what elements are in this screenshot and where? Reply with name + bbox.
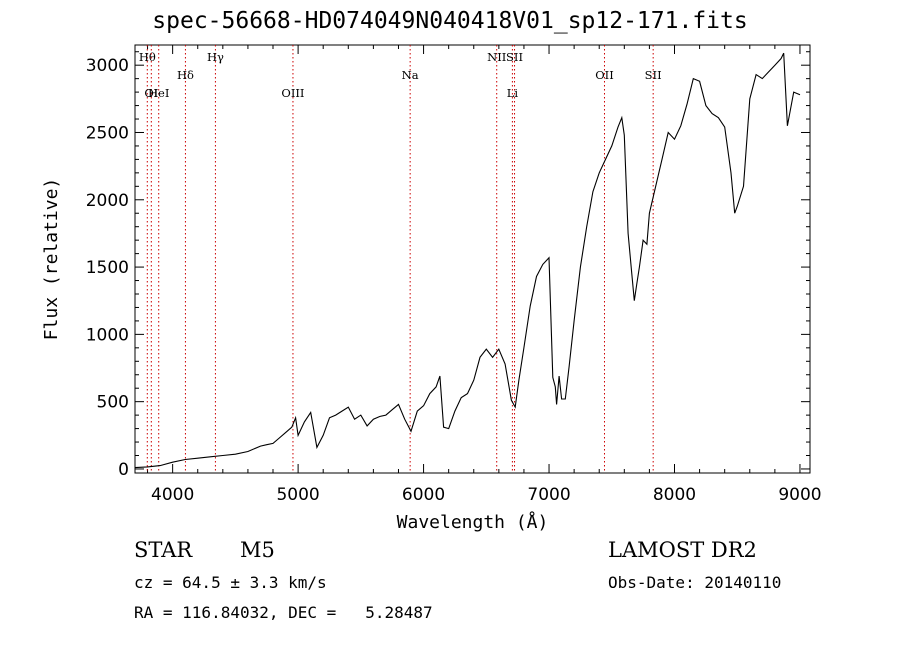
spectral-line-label: HeI xyxy=(148,86,169,100)
y-tick-label: 2500 xyxy=(86,123,129,143)
x-tick-label: 8000 xyxy=(653,485,696,505)
spectral-line-label: OII xyxy=(595,68,614,82)
chart-title: spec-56668-HD074049N040418V01_sp12-171.f… xyxy=(152,8,748,34)
spectral-line-label: Hγ xyxy=(207,50,224,64)
coords-label: RA = 116.84032, DEC = 5.28487 xyxy=(134,603,433,622)
spectral-line-label: OIII xyxy=(281,86,304,100)
spectral-line-label: Hθ xyxy=(139,50,156,64)
class-label: STAR xyxy=(134,538,193,562)
y-tick-label: 1000 xyxy=(86,325,129,345)
y-tick-label: 0 xyxy=(118,460,129,480)
spectral-line-label: Hδ xyxy=(177,68,194,82)
y-tick-label: 2000 xyxy=(86,191,129,211)
cz-label: cz = 64.5 ± 3.3 km/s xyxy=(134,573,327,592)
x-tick-label: 4000 xyxy=(151,485,194,505)
obs-date-label: Obs-Date: 20140110 xyxy=(608,573,782,592)
y-tick-label: 3000 xyxy=(86,56,129,76)
x-tick-label: 6000 xyxy=(402,485,445,505)
y-axis-label: Flux (relative) xyxy=(41,178,62,341)
y-tick-label: 500 xyxy=(97,393,129,413)
spectral-line-label: SII xyxy=(506,50,523,64)
x-tick-label: 7000 xyxy=(527,485,570,505)
y-tick-label: 1500 xyxy=(86,258,129,278)
spectral-line-label: OI xyxy=(144,86,158,100)
x-axis-label: Wavelength (Å) xyxy=(397,511,549,533)
spectral-line-label: Na xyxy=(402,68,419,82)
x-tick-label: 5000 xyxy=(276,485,319,505)
spectrum-line xyxy=(134,52,801,469)
spectral-line-label: Li xyxy=(507,86,519,100)
survey-label: LAMOST DR2 xyxy=(608,538,757,562)
x-tick-label: 9000 xyxy=(778,485,821,505)
spectral-line-label: SII xyxy=(645,68,662,82)
subclass-label: M5 xyxy=(240,538,275,562)
plot-frame xyxy=(134,44,811,474)
spectral-line-label: NII xyxy=(487,50,506,64)
